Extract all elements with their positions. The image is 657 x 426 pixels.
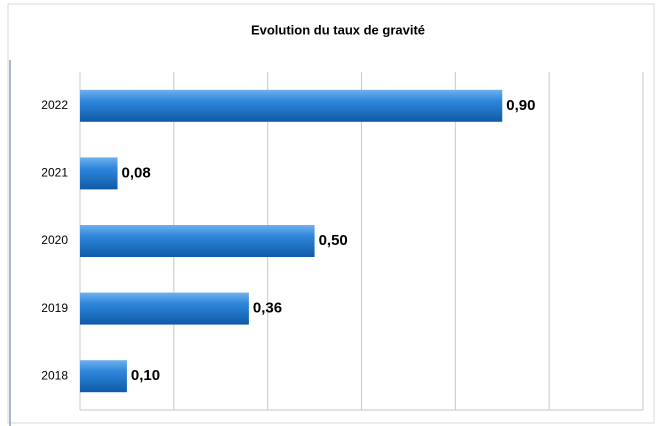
- value-label: 0,08: [122, 164, 151, 181]
- value-label: 0,50: [319, 232, 348, 249]
- chart-frame: [7, 3, 655, 424]
- bar: [80, 89, 503, 122]
- value-label: 0,10: [131, 367, 160, 384]
- y-tick-label: 2019: [41, 301, 68, 315]
- bar: [80, 157, 118, 190]
- chart-title: Evolution du taux de gravité: [251, 22, 425, 37]
- value-label: 0,36: [253, 300, 282, 317]
- y-tick-label: 2022: [41, 98, 68, 112]
- bar: [80, 360, 127, 393]
- y-tick-label: 2018: [41, 368, 68, 382]
- bar: [80, 225, 315, 257]
- y-tick-label: 2021: [41, 166, 68, 180]
- y-tick-label: 2020: [41, 233, 68, 247]
- value-label: 0,90: [506, 97, 535, 114]
- bar: [80, 292, 249, 325]
